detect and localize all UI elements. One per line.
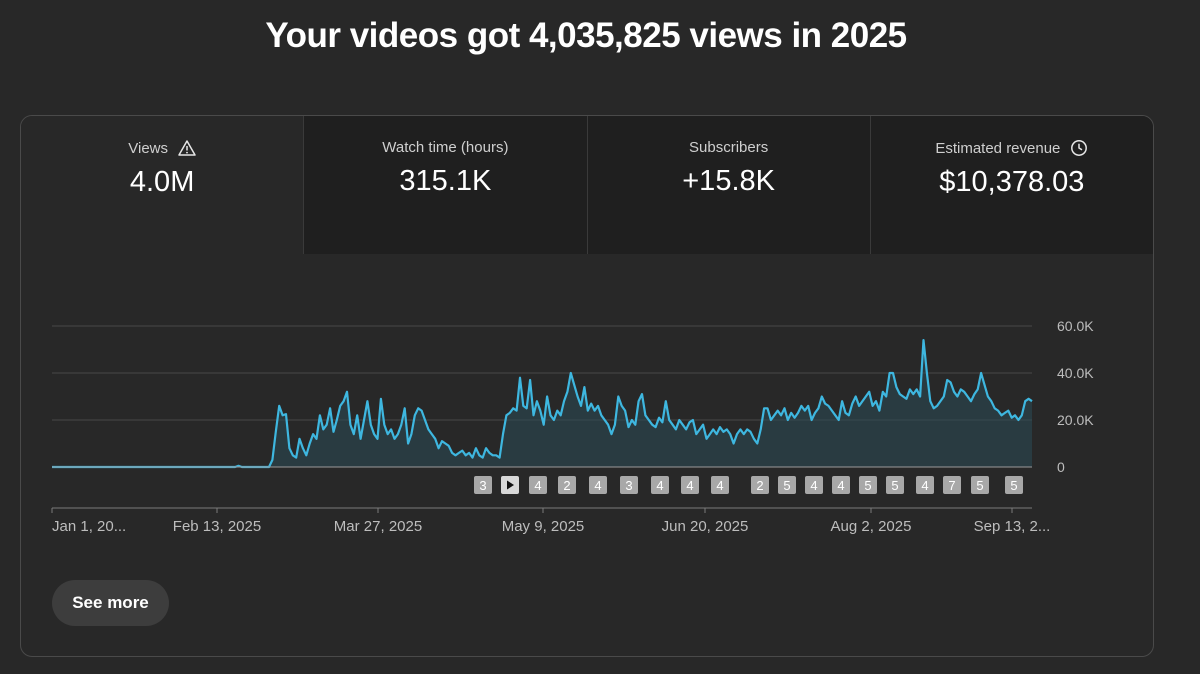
x-tick-label: Sep 13, 2... [974,518,1051,535]
metric-value-revenue: $10,378.03 [939,165,1085,198]
marker-label: 7 [948,478,955,493]
metric-tab-watch-time[interactable]: Watch time (hours) 315.1K [303,116,587,254]
y-tick-label: 20.0K [1057,412,1094,428]
upload-marker[interactable]: 5 [1005,476,1023,494]
x-tick-label: Jan 1, 20... [52,518,126,535]
marker-label: 5 [864,478,871,493]
marker-label: 5 [1010,478,1017,493]
upload-marker[interactable]: 4 [589,476,607,494]
marker-label: 4 [716,478,723,493]
marker-label: 5 [891,478,898,493]
upload-marker[interactable]: 7 [943,476,961,494]
marker-label: 4 [686,478,693,493]
y-tick-label: 40.0K [1057,365,1094,381]
metric-tab-subscribers[interactable]: Subscribers +15.8K [586,116,870,254]
metric-value-subscribers: +15.8K [682,165,775,197]
x-tick-label: Aug 2, 2025 [831,518,912,535]
series-area [52,340,1032,467]
marker-label: 4 [921,478,928,493]
upload-marker[interactable]: 4 [529,476,547,494]
warning-icon[interactable] [178,139,196,157]
metric-value-watch-time: 315.1K [399,165,492,197]
upload-marker[interactable]: 4 [711,476,729,494]
marker-label: 4 [837,478,844,493]
play-marker[interactable] [501,476,519,494]
metric-tab-revenue[interactable]: Estimated revenue $10,378.03 [869,116,1153,254]
upload-marker[interactable]: 3 [620,476,638,494]
x-tick-label: Mar 27, 2025 [334,518,422,535]
see-more-button[interactable]: See more [52,580,169,626]
x-tick-label: Feb 13, 2025 [173,518,261,535]
marker-label: 2 [563,478,570,493]
upload-marker[interactable]: 2 [751,476,769,494]
metric-label-watch-time: Watch time (hours) [382,139,509,156]
marker-label: 4 [534,478,541,493]
y-tick-label: 0 [1057,459,1065,475]
marker-label: 5 [976,478,983,493]
views-chart[interactable]: 60.0K 40.0K 20.0K 0 3 4 2 4 3 4 4 4 2 5 4 4 5 5 4 7 5 5 Jan 1,… [21,254,1153,544]
metrics-tabs: Views 4.0M Watch time (hours) 315.1K Su [21,116,1153,254]
upload-marker[interactable]: 5 [886,476,904,494]
upload-marker[interactable]: 4 [651,476,669,494]
upload-marker[interactable]: 3 [474,476,492,494]
upload-marker[interactable]: 4 [681,476,699,494]
play-icon [507,480,514,490]
upload-marker[interactable]: 4 [832,476,850,494]
marker-label: 3 [479,478,486,493]
marker-label: 4 [810,478,817,493]
marker-label: 4 [594,478,601,493]
clock-icon[interactable] [1070,139,1088,157]
upload-marker[interactable]: 5 [971,476,989,494]
marker-label: 2 [756,478,763,493]
page-headline: Your videos got 4,035,825 views in 2025 [265,16,907,55]
upload-marker[interactable]: 5 [859,476,877,494]
marker-label: 5 [783,478,790,493]
metric-label-revenue: Estimated revenue [935,139,1061,157]
x-tick-label: Jun 20, 2025 [662,518,749,535]
metric-label-subscribers: Subscribers [689,139,769,156]
views-chart-container: 60.0K 40.0K 20.0K 0 3 4 2 4 3 4 4 4 2 5 4 4 5 5 4 7 5 5 Jan 1,… [21,254,1153,544]
x-tick-label: May 9, 2025 [502,518,585,535]
marker-label: 3 [625,478,632,493]
upload-marker[interactable]: 4 [805,476,823,494]
upload-marker[interactable]: 4 [916,476,934,494]
upload-marker[interactable]: 5 [778,476,796,494]
upload-marker[interactable]: 2 [558,476,576,494]
metric-label-views: Views [128,139,168,157]
y-tick-label: 60.0K [1057,318,1094,334]
marker-label: 4 [656,478,663,493]
metric-tab-views[interactable]: Views 4.0M [21,116,304,254]
overview-card: Views 4.0M Watch time (hours) 315.1K Su [20,115,1154,657]
metric-value-views: 4.0M [129,165,195,198]
